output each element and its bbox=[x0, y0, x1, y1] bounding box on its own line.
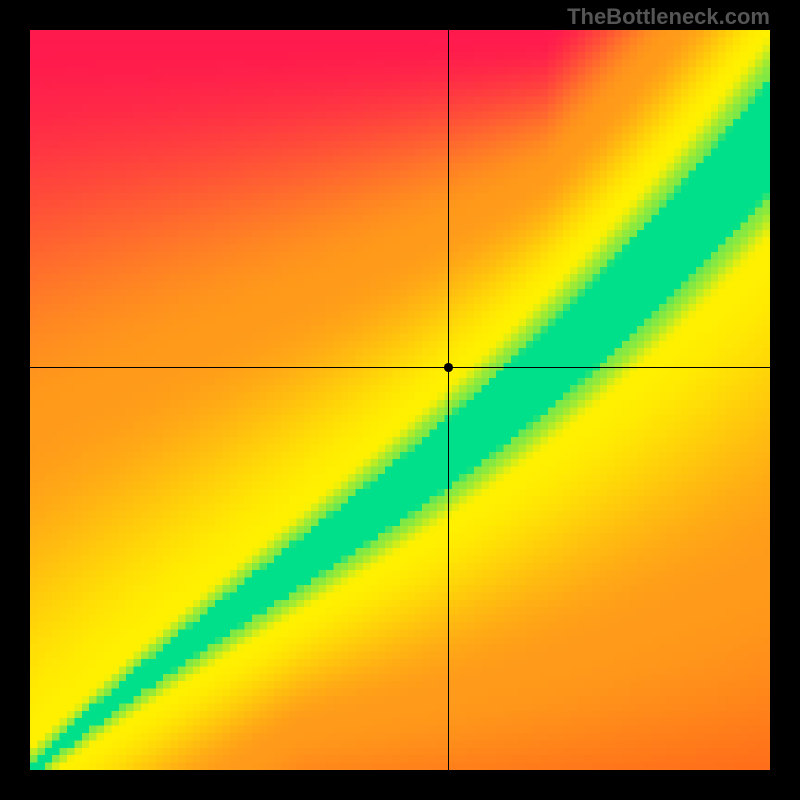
crosshair-overlay bbox=[30, 30, 770, 770]
chart-container: TheBottleneck.com bbox=[0, 0, 800, 800]
watermark-label: TheBottleneck.com bbox=[567, 4, 770, 30]
